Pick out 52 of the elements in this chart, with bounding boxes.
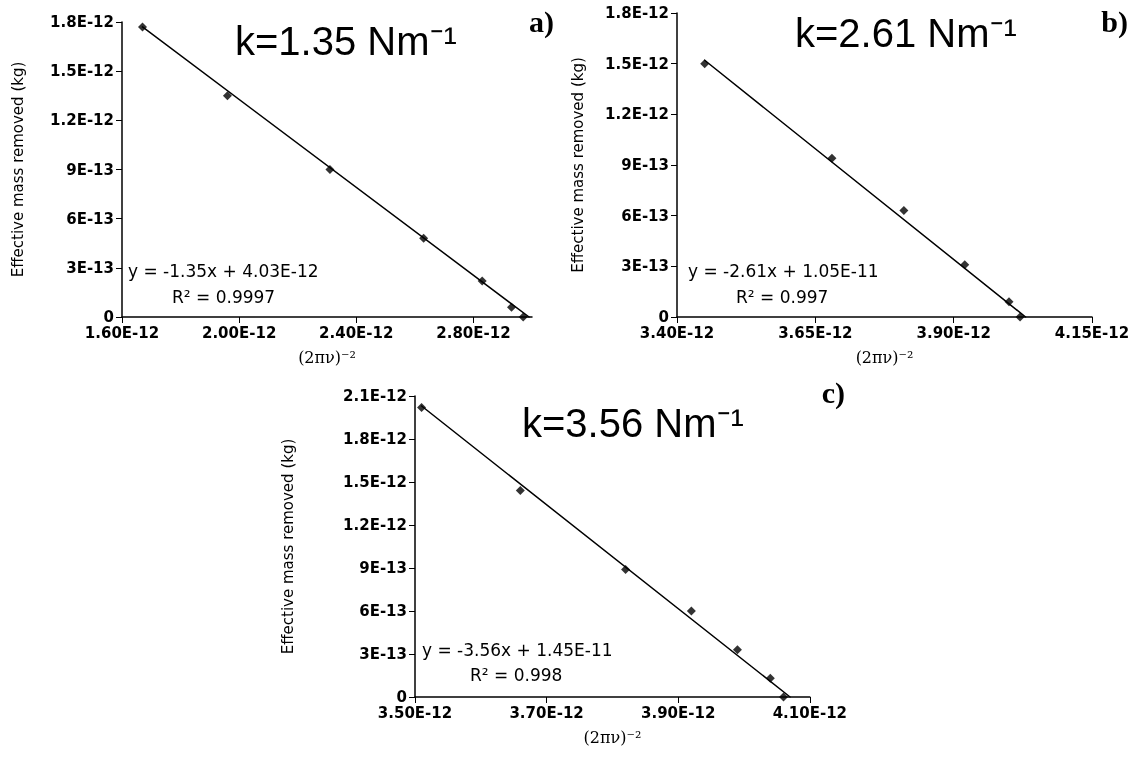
y-axis-title: Effective mass removed (kg) bbox=[568, 57, 587, 273]
chart-title: k=1.35 Nm⁻¹ bbox=[235, 19, 457, 63]
x-tick-label: 4.15E-12 bbox=[1054, 323, 1130, 342]
y-axis-title: Effective mass removed (kg) bbox=[278, 438, 297, 655]
text: c) bbox=[821, 375, 846, 410]
y-tick-label: 1.8E-12 bbox=[605, 4, 669, 22]
x-tick-label: 2.40E-12 bbox=[319, 323, 394, 342]
y-tick-label: 9E-13 bbox=[66, 160, 114, 179]
x-tick-label: 3.50E-12 bbox=[377, 703, 453, 722]
y-axis-title: Effective mass removed (kg) bbox=[8, 61, 27, 278]
x-tick-label: 2.80E-12 bbox=[436, 323, 511, 342]
y-tick-label: 9E-13 bbox=[621, 156, 669, 174]
x-tick-label: 2.00E-12 bbox=[201, 323, 277, 342]
annotation: y = -2.61x + 1.05E-11 bbox=[688, 260, 879, 281]
y-tick-label: 1.5E-12 bbox=[50, 62, 114, 81]
annotation: a) bbox=[529, 4, 555, 39]
x-tick-label: 3.90E-12 bbox=[916, 323, 991, 342]
y-tick-label: 0 bbox=[658, 308, 669, 326]
y-tick-label: 9E-13 bbox=[359, 559, 407, 577]
y-tick-label: 1.5E-12 bbox=[343, 473, 407, 491]
annotation: R² = 0.998 bbox=[470, 664, 563, 685]
y-tick-label: 1.2E-12 bbox=[343, 516, 407, 534]
x-axis-title: (2πν)⁻² bbox=[855, 347, 914, 367]
y-tick-label: 3E-13 bbox=[66, 258, 114, 277]
y-tick-label: 2.1E-12 bbox=[343, 387, 407, 405]
annotation: R² = 0.9997 bbox=[172, 286, 276, 307]
y-tick-label: 1.2E-12 bbox=[50, 111, 114, 130]
chart-title: k=3.56 Nm⁻¹ bbox=[522, 401, 744, 445]
y-tick-label: 3E-13 bbox=[359, 645, 407, 663]
x-tick-label: 3.70E-12 bbox=[509, 703, 584, 722]
y-tick-label: 3E-13 bbox=[621, 257, 669, 276]
x-tick-label: 4.10E-12 bbox=[772, 703, 847, 722]
y-tick-label: 0 bbox=[103, 308, 114, 326]
y-tick-label: 0 bbox=[396, 688, 407, 706]
chart-title: k=2.61 Nm⁻¹ bbox=[795, 11, 1017, 55]
x-axis-title: (2πν)⁻² bbox=[298, 347, 356, 367]
y-tick-label: 1.5E-12 bbox=[605, 54, 669, 73]
y-tick-label: 1.2E-12 bbox=[605, 105, 669, 124]
y-tick-label: 6E-13 bbox=[621, 206, 669, 225]
y-tick-label: 6E-13 bbox=[66, 209, 114, 228]
x-tick-label: 3.40E-12 bbox=[639, 323, 715, 342]
x-tick-label: 1.60E-12 bbox=[84, 323, 160, 342]
x-tick-label: 3.90E-12 bbox=[641, 703, 716, 722]
text: b) bbox=[1101, 4, 1129, 39]
annotation: y = -1.35x + 4.03E-12 bbox=[128, 260, 319, 281]
annotation: y = -3.56x + 1.45E-11 bbox=[422, 639, 613, 660]
y-tick-label: 1.8E-12 bbox=[343, 430, 407, 448]
x-tick-label: 3.65E-12 bbox=[778, 323, 853, 342]
y-tick-label: 1.8E-12 bbox=[50, 13, 114, 31]
x-axis-title: (2πν)⁻² bbox=[583, 727, 642, 747]
annotation: R² = 0.997 bbox=[736, 286, 829, 307]
y-tick-label: 6E-13 bbox=[359, 602, 407, 620]
